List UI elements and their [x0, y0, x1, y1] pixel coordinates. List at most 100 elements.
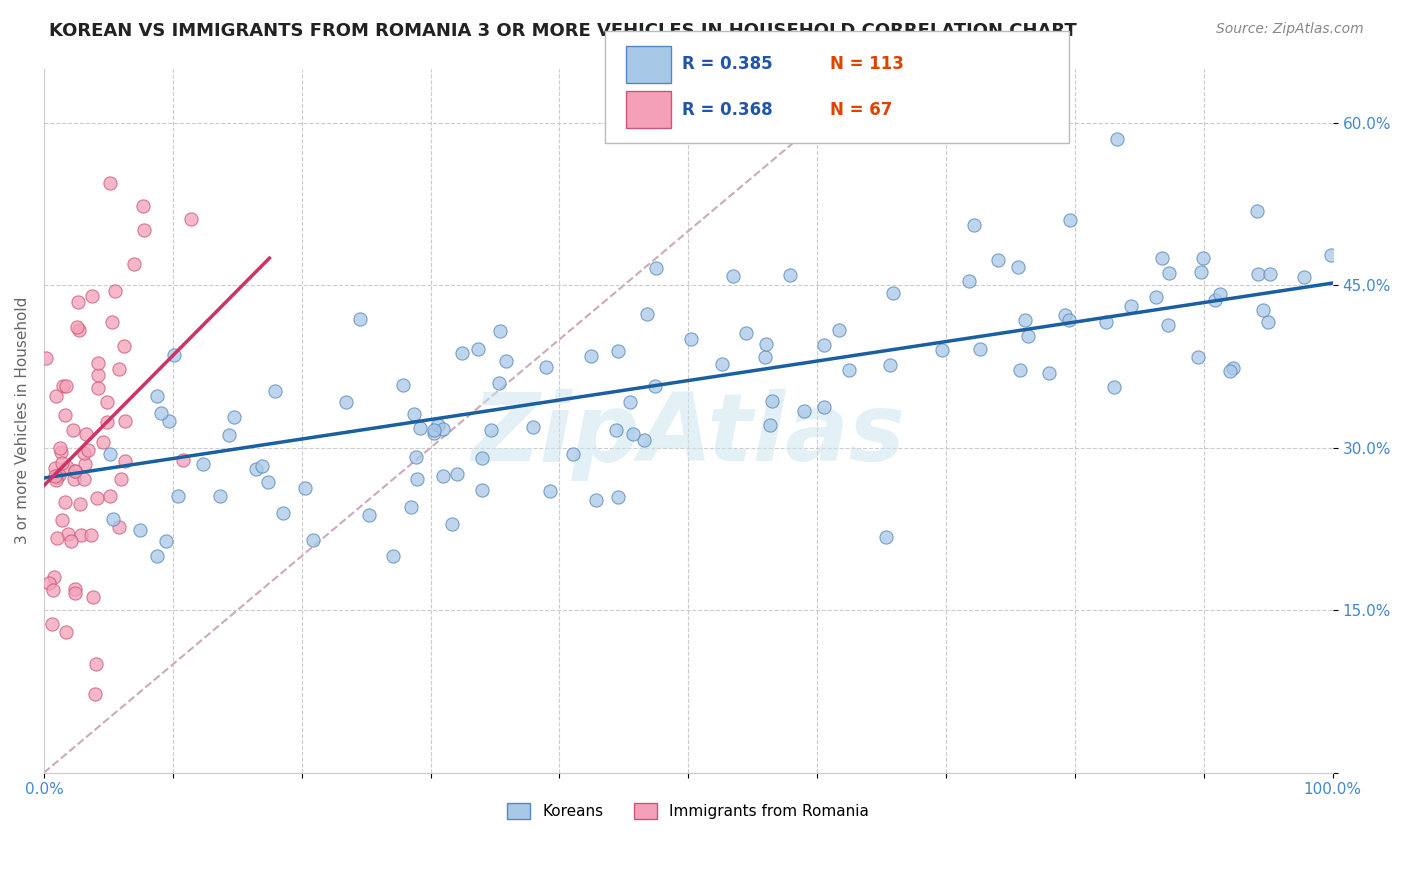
Point: [357, 508, 380, 522]
Point: [619, 395, 641, 409]
Point: [1204, 293, 1226, 307]
Point: [45, 388, 67, 402]
Point: [302, 533, 325, 548]
Legend: Koreans, Immigrants from Romania: Koreans, Immigrants from Romania: [502, 797, 876, 825]
Point: [73, 457, 96, 471]
Point: [55, 624, 77, 639]
Point: [488, 376, 510, 390]
Point: [256, 475, 278, 490]
Point: [87, 368, 110, 382]
Point: [1008, 362, 1031, 376]
Point: [1294, 269, 1316, 284]
Point: [605, 423, 627, 437]
Point: [422, 425, 444, 440]
Point: [1251, 303, 1274, 318]
Point: [875, 530, 897, 544]
Text: KOREAN VS IMMIGRANTS FROM ROMANIA 3 OR MORE VEHICLES IN HOUSEHOLD CORRELATION CH: KOREAN VS IMMIGRANTS FROM ROMANIA 3 OR M…: [49, 22, 1077, 40]
Point: [167, 489, 190, 503]
Point: [41, 616, 63, 631]
Point: [1209, 287, 1232, 301]
Text: Source: ZipAtlas.com: Source: ZipAtlas.com: [1216, 22, 1364, 37]
Point: [56, 459, 79, 474]
Point: [645, 260, 668, 275]
Point: [63, 464, 86, 478]
Point: [69, 497, 91, 511]
Point: [263, 384, 285, 399]
Point: [838, 363, 860, 377]
Point: [1189, 265, 1212, 279]
Point: [1007, 260, 1029, 274]
Text: R = 0.385: R = 0.385: [682, 55, 772, 73]
Point: [882, 286, 904, 301]
Point: [1222, 361, 1244, 376]
Point: [86, 491, 108, 505]
Point: [623, 426, 645, 441]
Point: [644, 379, 666, 393]
Point: [636, 307, 658, 321]
Point: [467, 342, 489, 356]
Point: [633, 433, 655, 447]
Point: [172, 452, 194, 467]
Point: [103, 512, 125, 526]
Point: [98, 489, 121, 503]
Point: [245, 462, 267, 476]
Point: [349, 311, 371, 326]
Point: [1246, 203, 1268, 218]
Point: [335, 395, 357, 409]
Point: [828, 322, 851, 336]
Point: [75, 427, 97, 442]
Point: [1219, 364, 1241, 378]
Point: [76, 442, 98, 457]
Point: [129, 523, 152, 537]
Point: [132, 222, 155, 236]
Point: [1107, 132, 1129, 146]
Point: [1157, 266, 1180, 280]
Point: [82, 590, 104, 604]
Text: R = 0.368: R = 0.368: [682, 101, 772, 119]
Point: [579, 349, 602, 363]
Point: [1102, 380, 1125, 394]
Point: [114, 414, 136, 428]
Point: [224, 410, 246, 425]
Point: [1187, 350, 1209, 364]
Point: [962, 218, 984, 232]
Text: N = 113: N = 113: [830, 55, 904, 73]
Point: [73, 446, 96, 460]
Point: [45, 532, 67, 546]
Point: [779, 268, 801, 282]
Point: [51, 456, 73, 470]
Point: [538, 484, 561, 499]
Point: [84, 687, 107, 701]
Point: [735, 326, 758, 341]
Point: [711, 357, 734, 371]
Point: [110, 472, 132, 486]
Text: N = 67: N = 67: [830, 101, 891, 119]
Point: [1057, 312, 1080, 326]
Point: [44, 461, 66, 475]
Point: [45, 469, 67, 483]
Point: [427, 418, 450, 433]
Point: [1191, 251, 1213, 265]
Point: [101, 315, 124, 329]
Point: [969, 343, 991, 357]
Point: [1017, 328, 1039, 343]
Point: [754, 350, 776, 364]
Point: [761, 394, 783, 409]
Point: [432, 468, 454, 483]
Point: [44, 469, 66, 483]
Point: [451, 345, 474, 359]
Point: [69, 527, 91, 541]
Point: [122, 256, 145, 270]
Point: [522, 420, 544, 434]
Point: [104, 285, 127, 299]
Point: [91, 435, 114, 450]
Point: [813, 401, 835, 415]
Point: [1157, 318, 1180, 333]
Point: [931, 343, 953, 358]
Point: [208, 489, 231, 503]
Point: [66, 320, 89, 334]
Point: [294, 481, 316, 495]
Point: [112, 338, 135, 352]
Point: [813, 338, 835, 352]
Y-axis label: 3 or more Vehicles in Household: 3 or more Vehicles in Household: [15, 297, 30, 544]
